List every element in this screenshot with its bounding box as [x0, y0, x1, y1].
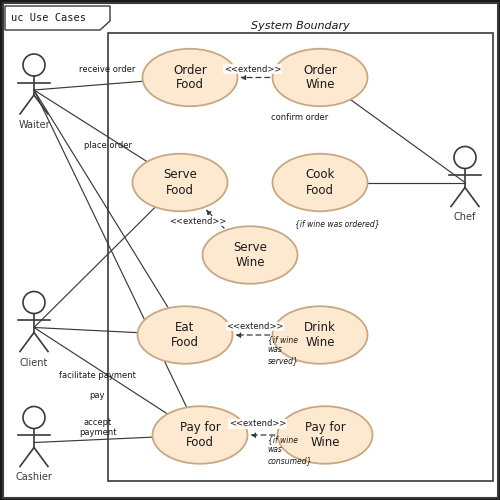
Ellipse shape: [272, 306, 368, 364]
Text: {if wine
was
served}: {if wine was served}: [268, 335, 298, 365]
Text: accept
payment: accept payment: [79, 418, 116, 437]
Text: Order
Food: Order Food: [173, 64, 207, 92]
Text: Serve
Food: Serve Food: [163, 168, 197, 196]
Polygon shape: [5, 6, 110, 30]
Text: Serve
Wine: Serve Wine: [233, 241, 267, 269]
Text: Pay for
Food: Pay for Food: [180, 421, 220, 449]
Ellipse shape: [132, 154, 228, 211]
Text: <<extend>>: <<extend>>: [169, 216, 226, 226]
Text: Order
Wine: Order Wine: [303, 64, 337, 92]
Ellipse shape: [272, 154, 368, 211]
Text: Client: Client: [20, 358, 48, 368]
Text: facilitate payment: facilitate payment: [59, 370, 136, 380]
Text: Chef: Chef: [454, 212, 476, 222]
Text: {if wine
was
consumed}: {if wine was consumed}: [268, 435, 312, 465]
Text: Eat
Food: Eat Food: [171, 321, 199, 349]
Ellipse shape: [272, 49, 368, 106]
Ellipse shape: [142, 49, 238, 106]
Ellipse shape: [152, 406, 248, 464]
Bar: [108, 33, 492, 481]
Text: Cook
Food: Cook Food: [306, 168, 334, 196]
Ellipse shape: [138, 306, 232, 364]
Text: Pay for
Wine: Pay for Wine: [304, 421, 346, 449]
Ellipse shape: [202, 226, 298, 284]
Text: confirm order: confirm order: [272, 113, 328, 122]
Text: pay: pay: [90, 390, 105, 400]
Text: <<extend>>: <<extend>>: [229, 420, 286, 428]
Text: uc Use Cases: uc Use Cases: [11, 13, 86, 23]
Text: <<extend>>: <<extend>>: [226, 322, 283, 331]
Text: receive order: receive order: [80, 66, 136, 74]
Ellipse shape: [278, 406, 372, 464]
Text: place order: place order: [84, 140, 132, 149]
Text: {if wine was ordered}: {if wine was ordered}: [295, 219, 380, 228]
Text: <<extend>>: <<extend>>: [224, 64, 281, 74]
Text: Waiter: Waiter: [18, 120, 50, 130]
Text: Drink
Wine: Drink Wine: [304, 321, 336, 349]
Text: System Boundary: System Boundary: [250, 21, 350, 31]
Text: Cashier: Cashier: [16, 472, 52, 482]
